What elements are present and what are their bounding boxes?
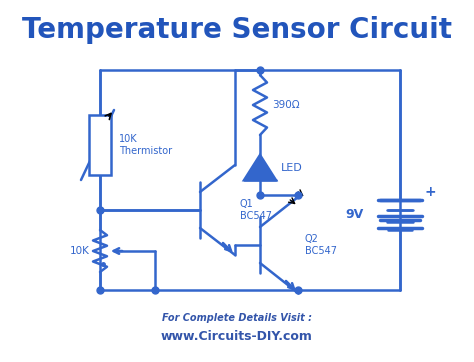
Text: 390Ω: 390Ω: [272, 100, 300, 110]
Text: 9V: 9V: [346, 209, 364, 222]
Text: LED: LED: [281, 163, 303, 173]
Text: 10K
Thermistor: 10K Thermistor: [119, 134, 172, 156]
Text: Temperature Sensor Circuit: Temperature Sensor Circuit: [22, 16, 452, 44]
Text: +: +: [424, 185, 436, 199]
Text: Q1
BC547: Q1 BC547: [240, 199, 272, 221]
Polygon shape: [244, 155, 276, 180]
Bar: [89, 115, 111, 175]
Text: For Complete Details Visit :: For Complete Details Visit :: [162, 313, 312, 323]
Text: 10K: 10K: [70, 246, 90, 256]
Text: www.Circuits-DIY.com: www.Circuits-DIY.com: [161, 329, 313, 342]
Text: Q2
BC547: Q2 BC547: [305, 234, 337, 256]
